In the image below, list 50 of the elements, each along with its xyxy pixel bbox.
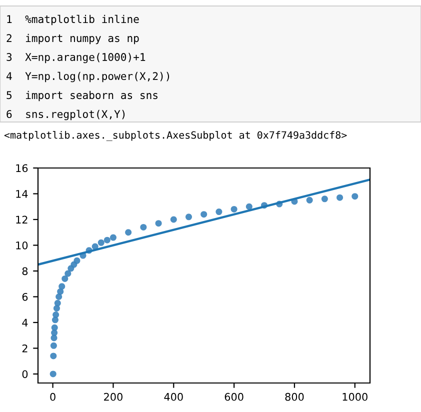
point — [98, 239, 104, 246]
point — [62, 275, 68, 282]
text: 6 sns.regplot(X,Y) — [6, 110, 125, 120]
point — [54, 300, 61, 306]
y-tick-label: 4 — [22, 318, 28, 326]
point — [74, 257, 80, 264]
point — [185, 214, 192, 220]
point — [56, 293, 62, 300]
point — [64, 270, 72, 277]
x-tick-label: 600 — [224, 392, 244, 401]
point — [352, 193, 358, 200]
point — [140, 224, 147, 230]
point — [57, 288, 64, 295]
y-tick-label: 14 — [16, 190, 28, 198]
point — [155, 220, 162, 227]
x-tick-label: 200 — [104, 392, 122, 401]
x-tick-label: 1000 — [342, 392, 368, 401]
point — [321, 196, 328, 202]
text: 4 Y=np.log(np.power(X,2)) — [6, 72, 170, 82]
point — [125, 229, 132, 236]
y-tick-label: 10 — [16, 241, 28, 250]
text: 5 import seaborn as sns — [6, 90, 158, 102]
text: 3 X=np.arange(1000)+1 — [6, 52, 146, 64]
point — [104, 236, 110, 244]
text: 1 %matplotlib inline — [7, 14, 139, 26]
point — [170, 216, 177, 223]
point — [51, 324, 58, 331]
point — [50, 352, 57, 360]
point — [246, 203, 252, 210]
point — [336, 194, 344, 201]
y-tick-label: 6 — [22, 292, 28, 301]
x-tick-label: 0 — [50, 392, 56, 401]
x-tick-label: 800 — [285, 392, 304, 401]
y-tick-label: 2 — [22, 344, 28, 352]
point — [50, 342, 57, 349]
point — [52, 312, 60, 318]
y-tick-label: 16 — [16, 164, 28, 172]
y-tick-label: 8 — [22, 267, 28, 276]
point — [58, 283, 66, 290]
point — [50, 370, 56, 378]
point — [200, 211, 208, 218]
point — [110, 234, 116, 241]
point — [306, 196, 313, 204]
y-tick-label: 0 — [22, 370, 28, 378]
point — [230, 206, 238, 212]
y-tick-label: 12 — [16, 216, 28, 224]
point — [216, 208, 222, 216]
text: <matplotlib.axes._subplots.AxesSubplot at 0x7f749a3ddcf8> — [4, 130, 347, 142]
text: 2 import numpy as np — [6, 34, 139, 44]
x-tick-label: 400 — [164, 392, 183, 401]
